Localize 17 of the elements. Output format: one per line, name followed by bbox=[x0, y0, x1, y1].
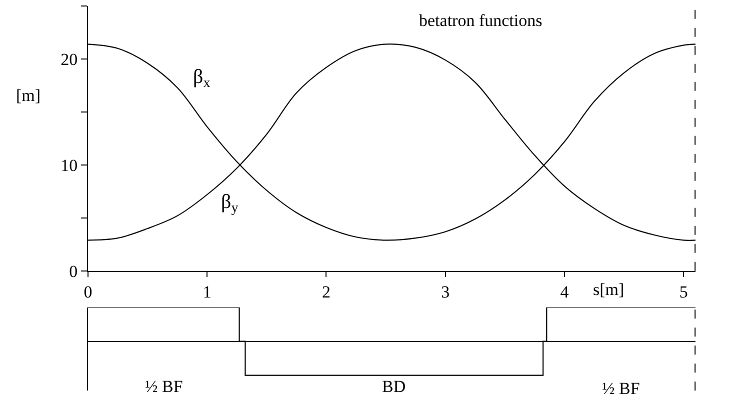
y-tick-label: 20 bbox=[60, 50, 78, 69]
y-axis-title: [m] bbox=[16, 86, 41, 105]
x-tick-label: 0 bbox=[84, 282, 92, 302]
text: ½ BF bbox=[145, 377, 183, 396]
series-label: β$_{y}$ bbox=[221, 191, 238, 216]
y-tick-label: 10 bbox=[60, 156, 78, 175]
x-tick-label: 1 bbox=[202, 282, 212, 302]
x-tick-label: 4 bbox=[560, 282, 570, 302]
chart-title: betatron functions bbox=[419, 11, 542, 30]
x-axis-title: s[m] bbox=[593, 280, 624, 299]
x-tick-label: 3 bbox=[441, 282, 450, 302]
x-tick-label: 5 bbox=[679, 282, 688, 302]
text: BD bbox=[382, 377, 406, 396]
series-label: β$_{x}$ bbox=[193, 66, 210, 92]
x-tick-label: 2 bbox=[322, 282, 330, 302]
y-tick-label: 0 bbox=[69, 262, 78, 281]
text: ½ BF bbox=[602, 379, 640, 398]
